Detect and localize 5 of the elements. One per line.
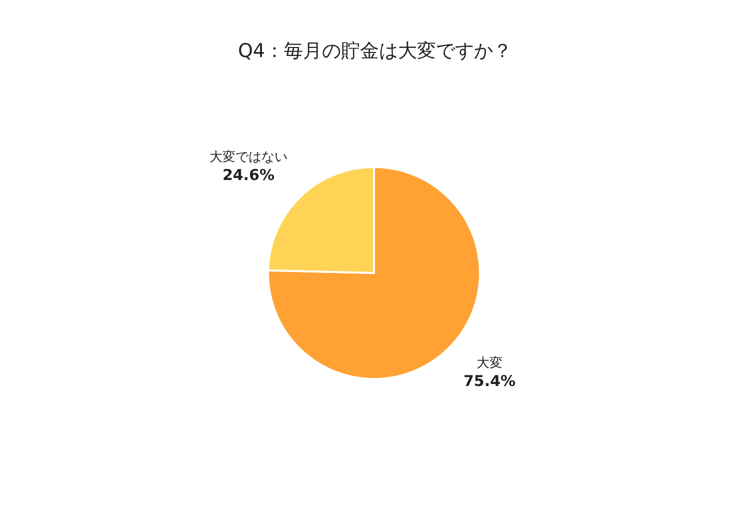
slice-label: 大変 [476,355,503,372]
data-label: 75.4% [464,372,516,390]
data-label: 24.6% [222,166,274,184]
chart-title: Q4：毎月の貯金は大変ですか？ [236,39,514,64]
slice-label: 大変ではない [209,148,288,165]
